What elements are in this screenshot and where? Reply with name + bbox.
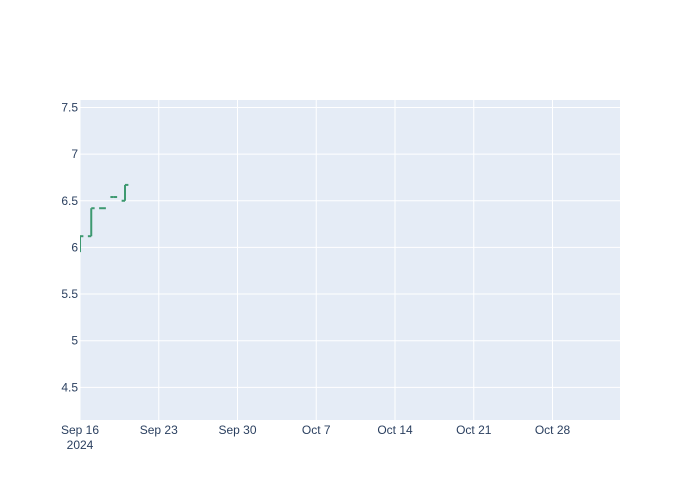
ohlc-bar — [80, 235, 84, 253]
y-tick-label: 4.5 — [61, 380, 78, 394]
x-tick-label: Sep 16 — [61, 423, 99, 437]
plot-background — [80, 100, 620, 420]
ohlc-series — [80, 183, 129, 253]
x-tick-label: Oct 21 — [456, 423, 492, 437]
y-axis-ticks: 4.5 5 5.5 6 6.5 7 7.5 — [61, 100, 78, 394]
x-tick-label: Oct 28 — [535, 423, 571, 437]
y-tick-label: 5.5 — [61, 287, 78, 301]
x-tick-label: Oct 14 — [377, 423, 413, 437]
ohlc-bar — [121, 183, 129, 202]
x-gridlines — [79, 100, 553, 420]
y-tick-label: 7 — [71, 147, 78, 161]
x-tick-sublabel: 2024 — [67, 438, 94, 452]
x-tick-label: Sep 23 — [140, 423, 178, 437]
y-tick-label: 5 — [71, 334, 78, 348]
y-tick-label: 6 — [71, 240, 78, 254]
y-tick-label: 6.5 — [61, 194, 78, 208]
y-tick-label: 7.5 — [61, 100, 78, 114]
x-tick-label: Oct 7 — [302, 423, 331, 437]
y-gridlines — [80, 106, 620, 388]
x-tick-label: Sep 30 — [218, 423, 256, 437]
ohlc-bar — [87, 207, 95, 238]
